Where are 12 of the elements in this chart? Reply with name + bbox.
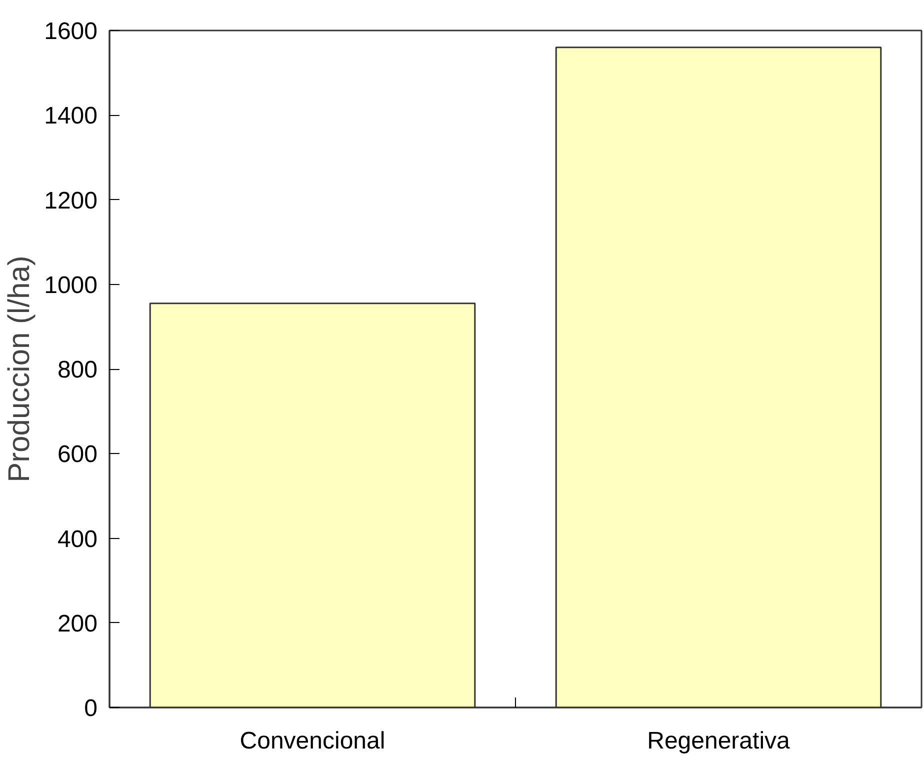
x-tick-label: Regenerativa (647, 728, 791, 754)
y-tick-label: 200 (57, 610, 98, 638)
x-tick-label: Convencional (240, 728, 386, 754)
y-tick-label: 0 (84, 695, 98, 722)
y-tick-label: 1200 (44, 187, 98, 214)
y-tick-label: 400 (57, 526, 98, 553)
y-tick-label: 1400 (44, 102, 98, 130)
y-tick-label: 600 (57, 441, 98, 468)
y-axis-title: Produccion (l/ha) (3, 256, 36, 482)
y-tick-label: 1000 (44, 272, 98, 299)
y-tick-label: 1600 (44, 18, 98, 45)
y-tick-label: 800 (57, 356, 98, 384)
